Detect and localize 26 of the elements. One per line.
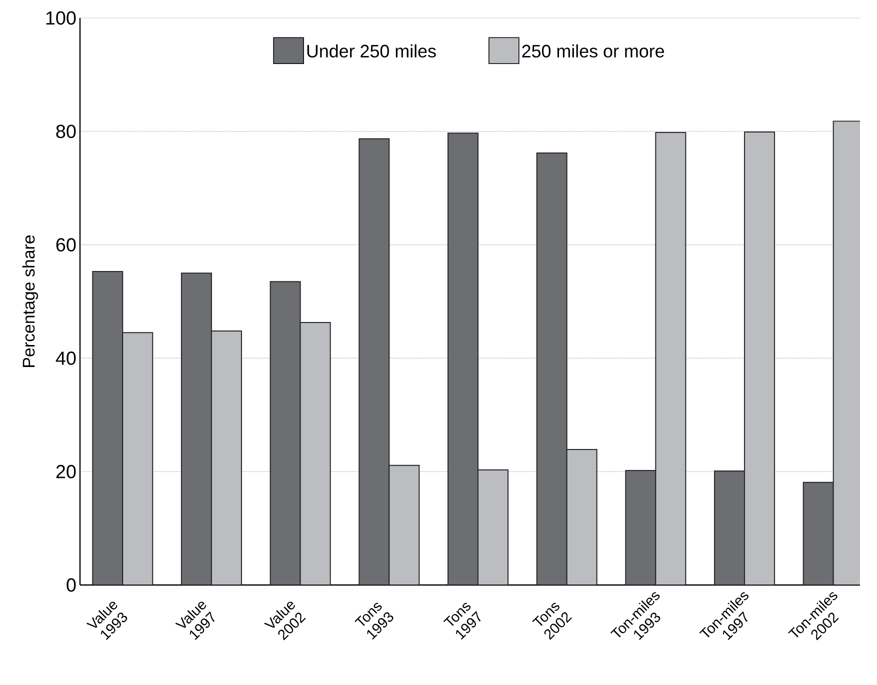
bar (300, 322, 331, 585)
y-tick-label: 40 (56, 351, 76, 365)
bar (536, 152, 568, 585)
bar (566, 448, 598, 585)
bar (358, 138, 390, 585)
bar (122, 332, 154, 585)
legend-label: 250 miles or more (522, 44, 664, 58)
bar (714, 470, 746, 585)
bar (744, 131, 776, 585)
y-tick-label: 100 (46, 11, 76, 25)
legend-label: Under 250 miles (307, 44, 436, 58)
bar (655, 132, 686, 585)
y-tick-label: 60 (56, 238, 76, 252)
bar (92, 270, 124, 585)
y-tick-label: 0 (66, 578, 76, 592)
y-axis-title: Percentage share (22, 235, 38, 367)
bar (447, 132, 478, 585)
bar (210, 330, 242, 585)
bar (625, 470, 656, 585)
y-tick-label: 20 (56, 464, 76, 478)
bar (388, 464, 420, 585)
bar (477, 469, 508, 585)
bar (180, 272, 212, 585)
bar (270, 281, 301, 585)
bar (802, 482, 834, 585)
y-tick-label: 80 (56, 124, 76, 138)
